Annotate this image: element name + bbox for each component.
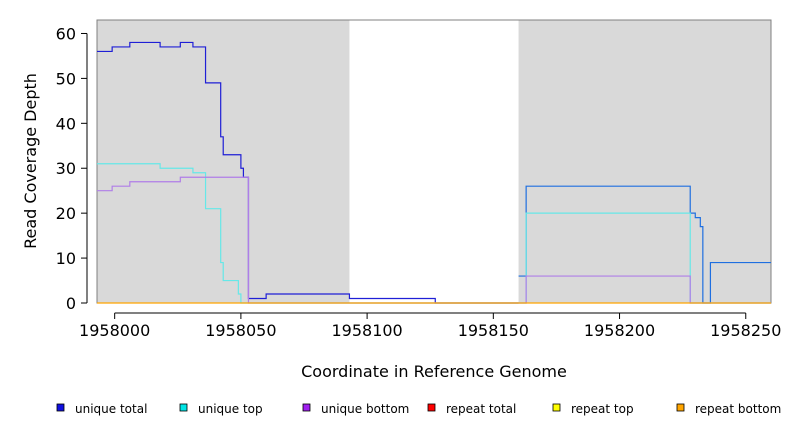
shaded-region-1 (97, 20, 350, 303)
legend-item-unique-total: unique total (56, 402, 147, 416)
legend-item-repeat-total: repeat total (427, 402, 516, 416)
legend-label: repeat total (446, 402, 516, 416)
legend-label: repeat bottom (695, 402, 781, 416)
legend-swatch (302, 403, 311, 412)
y-axis: 0 10 20 30 40 50 60 (56, 24, 88, 313)
y-tick-label: 40 (56, 114, 76, 133)
legend-label: repeat top (571, 402, 634, 416)
y-axis-label: Read Coverage Depth (21, 73, 40, 249)
x-axis-label: Coordinate in Reference Genome (301, 362, 567, 381)
y-tick-label: 50 (56, 69, 76, 88)
series-line-unique-total (97, 41, 519, 304)
legend-swatch (427, 403, 436, 412)
legend-label: unique total (75, 402, 147, 416)
legend-item-repeat-bottom: repeat bottom (676, 402, 781, 416)
x-axis: 1958000 1958050 1958100 1958150 1958200 19582… (79, 312, 781, 340)
legend-swatch (56, 403, 65, 412)
y-tick-label: 0 (66, 294, 76, 313)
x-tick-label: 1958250 (710, 321, 781, 340)
legend-item-unique-top: unique top (179, 402, 263, 416)
legend-item-unique-bottom: unique bottom (302, 402, 409, 416)
x-tick-label: 1958100 (331, 321, 402, 340)
legend-label: unique bottom (321, 402, 409, 416)
x-tick-label: 1958000 (79, 321, 150, 340)
shaded-regions (97, 20, 771, 303)
y-tick-label: 20 (56, 204, 76, 223)
series-layer (97, 41, 771, 304)
x-tick-label: 1958200 (584, 321, 655, 340)
x-tick-label: 1958050 (205, 321, 276, 340)
series-line-unique-bottom (97, 176, 519, 304)
legend-swatch (676, 403, 685, 412)
y-tick-label: 60 (56, 24, 76, 43)
legend-swatch (179, 403, 188, 412)
legend-label: unique top (198, 402, 263, 416)
y-tick-label: 30 (56, 159, 76, 178)
legend-item-repeat-top: repeat top (552, 402, 634, 416)
legend-swatch (552, 403, 561, 412)
y-tick-label: 10 (56, 249, 76, 268)
legend: unique total unique top unique bottom repea… (56, 402, 781, 416)
series-line-unique-top (97, 163, 519, 304)
shaded-region-2 (518, 20, 771, 303)
x-tick-label: 1958150 (458, 321, 529, 340)
